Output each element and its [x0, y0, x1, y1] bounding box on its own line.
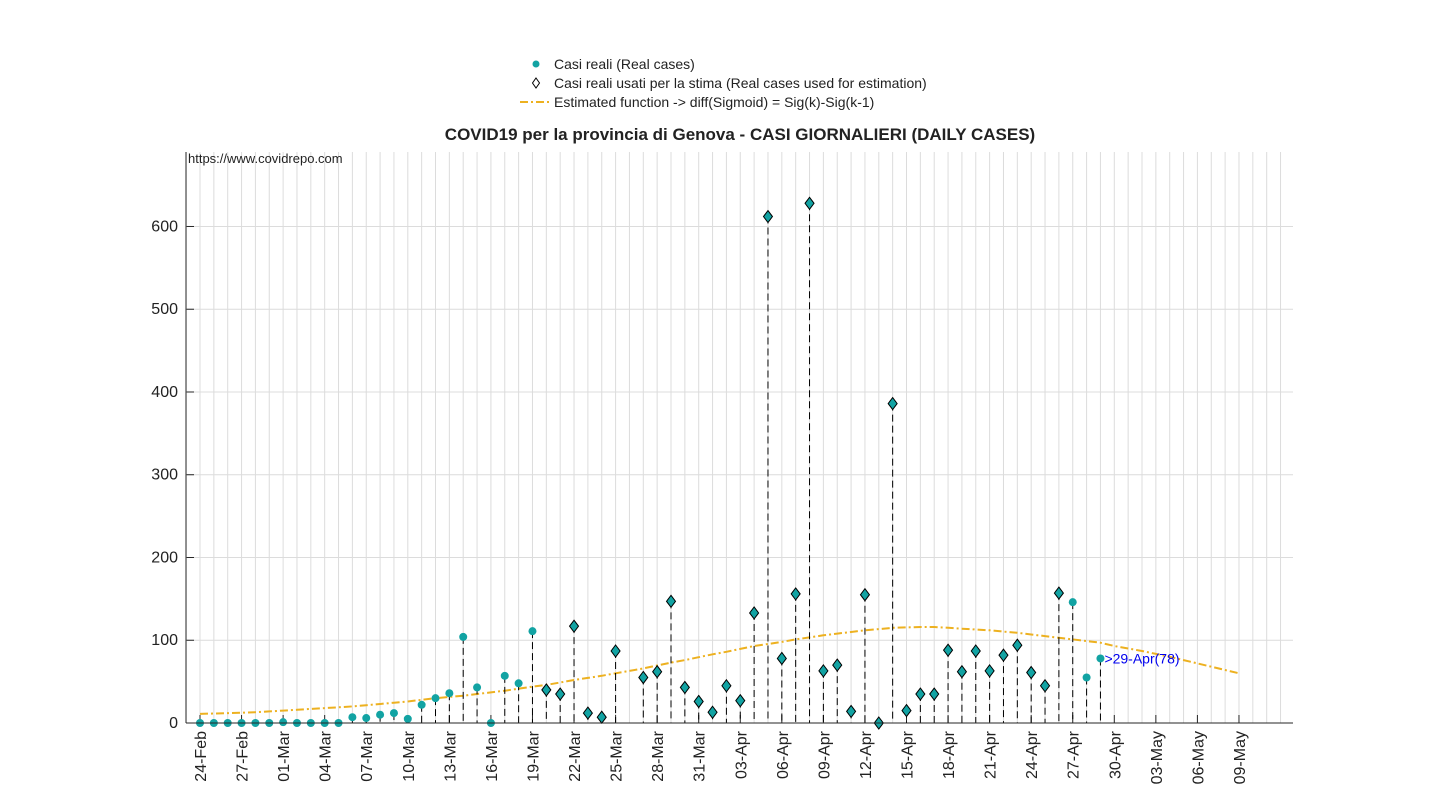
x-tick-label: 12-Apr: [858, 730, 875, 779]
diamond: [748, 606, 760, 620]
diamond: [859, 587, 871, 602]
diamond: [596, 710, 607, 725]
x-tick-label: 19-Mar: [525, 730, 542, 781]
x-tick-label: 27-Apr: [1066, 730, 1083, 779]
x-tick-label: 16-Mar: [484, 730, 501, 781]
point: [500, 671, 509, 680]
y-tick-label: 200: [151, 549, 178, 566]
point: [514, 679, 523, 688]
x-tick-label: 24-Feb: [193, 731, 210, 782]
annotation: >29-Apr(78): [1104, 650, 1179, 666]
point: [528, 627, 537, 636]
legend-marker: [532, 60, 540, 68]
point: [473, 683, 482, 692]
diamond: [555, 687, 566, 701]
point: [445, 689, 454, 698]
x-tick-label: 10-Mar: [401, 730, 418, 781]
x-tick-label: 24-Apr: [1024, 730, 1041, 779]
x-tick-label: 25-Mar: [609, 730, 626, 781]
point: [403, 714, 412, 723]
x-tick-label: 06-May: [1190, 731, 1207, 784]
grid: 0 100 200 300 400 500 600 24-Feb 27-Feb 01-Mar 04-…: [151, 152, 1293, 784]
diamond: [915, 687, 926, 701]
x-tick-label: 07-Mar: [359, 730, 376, 781]
x-tick-label: 21-Apr: [983, 730, 1000, 779]
y-tick-label: 400: [151, 384, 178, 401]
diamond: [679, 680, 690, 695]
watermark: https://www.covidrepo.com: [188, 151, 343, 166]
point: [279, 718, 288, 727]
diamond: [956, 664, 968, 679]
diamond: [942, 643, 954, 658]
diamond: [970, 644, 981, 658]
point: [348, 713, 357, 722]
diamond: [707, 705, 718, 720]
diamond: [762, 209, 774, 224]
x-tick-label: 27-Feb: [235, 731, 252, 782]
diamond: [582, 706, 594, 720]
point: [1096, 654, 1105, 663]
legend-label: Casi reali usati per la stima (Real case…: [554, 75, 927, 91]
diamond: [541, 683, 552, 697]
point: [417, 700, 426, 709]
x-tick-label: 31-Mar: [692, 730, 709, 781]
legend: Casi reali (Real cases) Casi reali usati …: [520, 56, 927, 110]
x-tick-label: 13-Mar: [442, 730, 459, 781]
y-tick-label: 300: [151, 467, 178, 484]
legend-label: Estimated function -> diff(Sigmoid) = Si…: [554, 94, 874, 110]
estimated-curve: [199, 626, 1240, 715]
point: [362, 714, 371, 723]
point: [431, 694, 440, 703]
y-tick-label: 600: [151, 218, 178, 235]
legend-label: Casi reali (Real cases): [554, 56, 695, 72]
diamond: [1026, 665, 1037, 680]
diamond: [832, 658, 843, 672]
diamond: [804, 196, 815, 211]
y-tick-label: 0: [169, 715, 178, 732]
diamond: [901, 703, 912, 718]
diamond: [845, 704, 857, 719]
legend-marker: [531, 77, 541, 89]
diamond: [1039, 678, 1051, 693]
diamond: [693, 694, 704, 709]
chart-title: COVID19 per la provincia di Genova - CAS…: [445, 125, 1035, 144]
point: [459, 632, 468, 641]
point: [1068, 598, 1077, 607]
x-tick-label: 03-May: [1149, 731, 1166, 784]
diamond: [984, 664, 995, 678]
point: [376, 710, 385, 719]
x-tick-label: 09-May: [1232, 731, 1249, 784]
x-tick-label: 15-Apr: [900, 730, 917, 779]
x-tick-label: 04-Mar: [318, 730, 335, 781]
y-tick-label: 500: [151, 301, 178, 318]
x-tick-label: 30-Apr: [1107, 730, 1124, 779]
diamond: [568, 619, 580, 634]
diamond: [998, 648, 1009, 662]
diamond: [887, 396, 898, 411]
diamond: [652, 664, 663, 679]
diamond: [721, 678, 732, 693]
x-tick-label: 18-Apr: [941, 730, 958, 779]
point: [389, 709, 398, 718]
x-tick-label: 06-Apr: [775, 730, 792, 779]
point: [1082, 673, 1091, 682]
diamond: [776, 651, 787, 666]
x-tick-label: 03-Apr: [733, 730, 750, 779]
x-tick-label: 28-Mar: [650, 730, 667, 781]
diamond: [1012, 638, 1023, 653]
diamond: [790, 587, 801, 601]
diamond: [929, 687, 940, 701]
diamond: [1053, 586, 1065, 600]
y-tick-label: 100: [151, 632, 178, 649]
x-tick-label: 22-Mar: [567, 730, 584, 781]
x-tick-label: 01-Mar: [276, 730, 293, 781]
x-tick-label: 09-Apr: [816, 730, 833, 779]
diamond: [818, 664, 829, 678]
diamond: [665, 594, 677, 609]
diamond: [638, 670, 649, 685]
diamond: [610, 644, 621, 658]
diamond: [735, 693, 746, 708]
